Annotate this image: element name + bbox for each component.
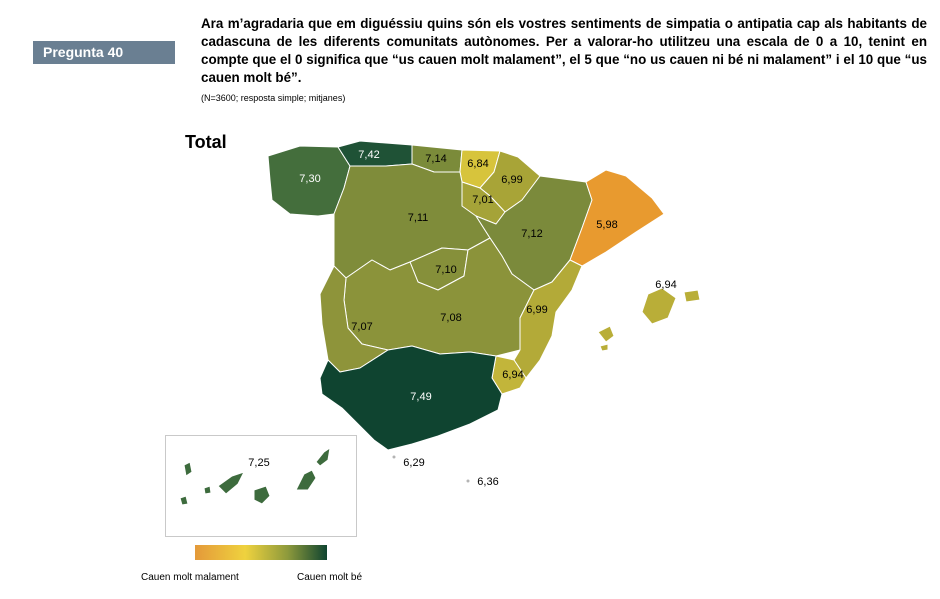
value-label-ceuta: 6,29 <box>403 457 424 469</box>
legend-low-label: Cauen molt malament <box>141 572 239 583</box>
question-text: Ara m’agradaria que em diguéssiu quins s… <box>201 16 927 85</box>
value-label-galicia: 7,30 <box>299 173 320 185</box>
region-catalunya <box>569 169 665 267</box>
canary-inset-frame <box>165 435 357 537</box>
region-canaries <box>179 447 331 506</box>
map-title: Total <box>185 132 227 152</box>
value-label-la-rioja: 7,01 <box>472 194 493 206</box>
question-badge: Pregunta 40 <box>33 41 175 64</box>
value-label-madrid: 7,10 <box>435 264 456 276</box>
value-label-asturias: 7,42 <box>358 149 379 161</box>
value-label-navarra: 6,99 <box>501 174 522 186</box>
region-balears-mallorca <box>641 287 677 325</box>
value-label-extremadura: 7,07 <box>351 321 372 333</box>
region-andalusia <box>319 345 503 451</box>
value-label-murcia: 6,94 <box>502 369 523 381</box>
value-label-castella-la-manxa: 7,08 <box>440 312 461 324</box>
region-melilla <box>465 478 471 484</box>
value-label-catalunya: 5,98 <box>596 219 617 231</box>
legend-color-scale <box>195 545 327 560</box>
legend-high-label: Cauen molt bé <box>297 572 363 583</box>
region-balears-formentera <box>599 343 609 352</box>
value-label-arago: 7,12 <box>521 228 542 240</box>
sample-note: (N=3600; resposta simple; mitjanes) <box>201 93 346 103</box>
value-label-andalusia: 7,49 <box>410 391 431 403</box>
value-label-cantabria: 7,14 <box>425 153 446 165</box>
region-pais-valencia <box>513 259 583 379</box>
value-label-canaries: 7,25 <box>248 457 269 469</box>
value-label-castella-lleo: 7,11 <box>408 212 429 224</box>
region-ceuta <box>391 454 397 460</box>
value-label-pais-basc: 6,84 <box>467 158 488 170</box>
value-label-melilla: 6,36 <box>477 476 498 488</box>
region-balears-menorca <box>683 289 701 303</box>
value-label-balears: 6,94 <box>655 279 676 291</box>
region-balears-eivissa <box>597 325 615 343</box>
value-label-pais-valencia: 6,99 <box>526 304 547 316</box>
